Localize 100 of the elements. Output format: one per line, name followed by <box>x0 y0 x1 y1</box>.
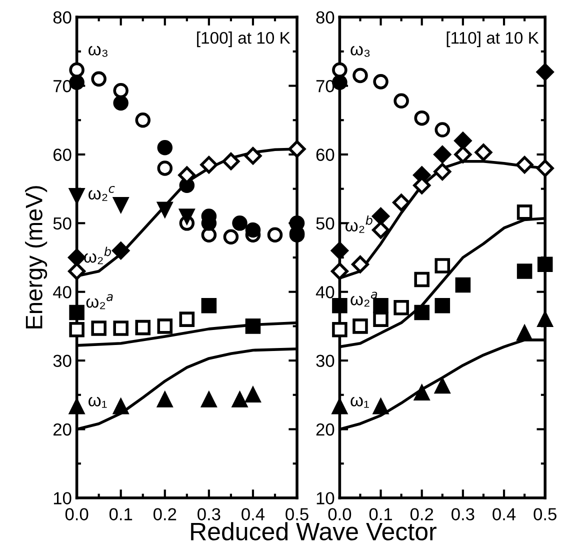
point <box>434 258 450 274</box>
x-tick-label: 0.2 <box>154 508 176 520</box>
point <box>244 147 262 165</box>
point <box>69 62 84 78</box>
point <box>474 144 492 162</box>
x-tick-label: 0.2 <box>410 508 434 520</box>
y-tick-label: 60 <box>54 148 72 161</box>
x-tick-label: 0.3 <box>198 508 220 520</box>
point <box>157 202 173 218</box>
point <box>179 312 195 327</box>
point <box>135 112 151 128</box>
x-tick-label: 0.3 <box>452 508 474 520</box>
annotation: ω₂$^{c}$ <box>88 186 115 201</box>
point <box>516 156 534 174</box>
point <box>372 221 390 239</box>
point <box>536 159 554 177</box>
point <box>135 320 151 336</box>
x-tick-label: 0.4 <box>242 508 265 520</box>
point <box>330 242 348 260</box>
point <box>200 156 218 174</box>
point <box>373 74 388 90</box>
point <box>394 93 409 109</box>
point <box>332 398 348 414</box>
point <box>434 146 452 164</box>
y-tick-label: 30 <box>53 354 72 367</box>
point <box>352 318 368 334</box>
point <box>414 385 430 400</box>
point <box>245 387 261 403</box>
y-tick-label: 20 <box>316 423 334 436</box>
point <box>157 140 173 156</box>
point <box>332 74 348 90</box>
point <box>91 320 106 336</box>
point <box>352 68 368 84</box>
point <box>267 227 283 242</box>
point <box>113 320 128 336</box>
point <box>68 248 86 266</box>
point <box>232 392 248 408</box>
point <box>434 378 450 394</box>
point <box>434 122 450 138</box>
point <box>537 256 553 272</box>
x-tick-label: 0.4 <box>492 508 516 520</box>
point <box>454 146 472 164</box>
point <box>288 140 306 158</box>
point <box>373 312 388 327</box>
point <box>455 277 471 293</box>
y-tick-label: 10 <box>316 492 334 504</box>
point <box>69 398 84 414</box>
point <box>330 262 348 280</box>
point <box>69 188 84 204</box>
point <box>394 300 409 316</box>
point <box>201 298 217 314</box>
y-tick-label: 80 <box>53 11 72 24</box>
point <box>373 398 388 414</box>
y-tick-label: 80 <box>316 11 334 24</box>
y-axis-title: Energy (meV) <box>25 186 48 328</box>
point <box>516 325 532 341</box>
point <box>332 298 348 314</box>
x-axis-title: Reduced Wave Vector <box>191 522 436 540</box>
annotation: ω₁ <box>88 396 107 408</box>
point <box>414 304 430 320</box>
point <box>179 208 195 224</box>
point <box>351 256 369 274</box>
point <box>245 318 261 334</box>
point <box>516 264 532 279</box>
point <box>434 298 450 314</box>
point <box>414 110 430 126</box>
point <box>113 95 128 111</box>
point <box>536 63 554 81</box>
x-tick-label: 0.1 <box>109 508 132 520</box>
y-tick-label: 10 <box>54 492 72 504</box>
point <box>69 304 84 320</box>
point <box>113 82 128 98</box>
x-tick-label: 0.1 <box>369 508 392 520</box>
point <box>414 272 430 288</box>
annotation: ω₃ <box>350 46 370 57</box>
point <box>113 398 128 414</box>
point <box>112 242 130 260</box>
text: [100] at 10 K <box>197 32 290 48</box>
point <box>332 62 348 78</box>
point <box>392 194 410 212</box>
point <box>434 162 452 180</box>
y-tick-label: 50 <box>53 217 72 230</box>
point <box>91 71 106 87</box>
y-tick-label: 60 <box>316 148 334 161</box>
y-tick-label: 40 <box>53 286 72 298</box>
annotation: ω₃ <box>88 46 108 57</box>
text: [110] at 10 K <box>446 32 539 48</box>
y-tick-label: 40 <box>316 286 334 298</box>
x-tick-label: 0.0 <box>65 508 88 520</box>
point <box>113 196 128 212</box>
point <box>245 222 261 238</box>
point <box>454 132 472 150</box>
point <box>232 216 248 231</box>
annotation: ω₂$^{b}$ <box>346 215 372 233</box>
point <box>157 318 173 334</box>
point <box>157 392 173 408</box>
point <box>223 229 239 245</box>
point <box>68 262 86 280</box>
point <box>516 204 532 220</box>
y-tick-label: 30 <box>316 354 334 367</box>
